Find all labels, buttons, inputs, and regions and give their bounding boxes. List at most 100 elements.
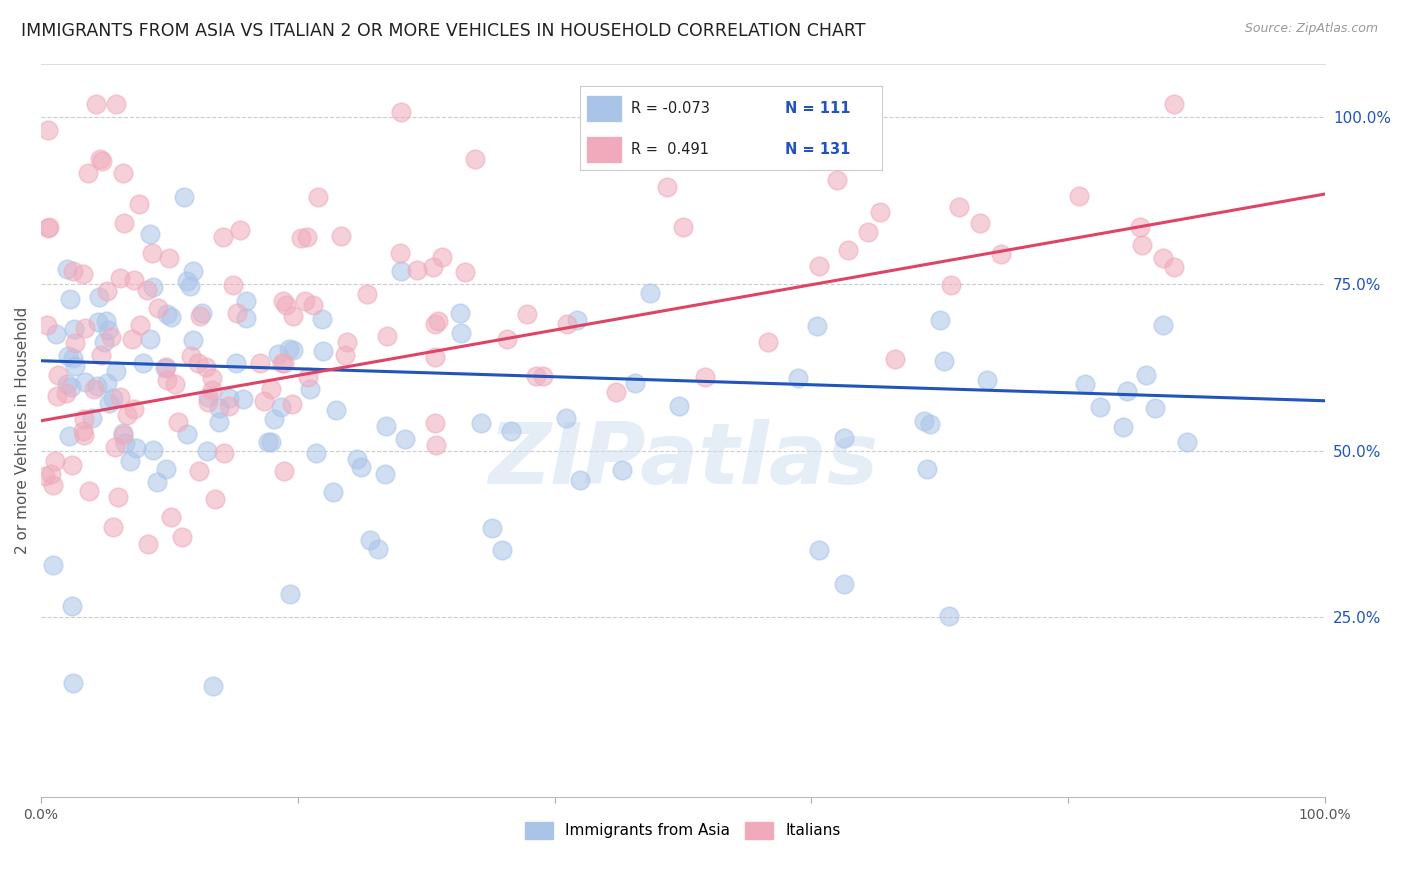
Point [297,369,319,384]
Point [1116,384,1139,399]
Point [229,222,252,236]
Point [82,410,104,425]
Point [83,382,105,396]
Point [208,401,231,415]
Point [201,370,224,384]
Point [107,491,129,505]
Point [197,395,219,409]
Point [990,247,1012,261]
Point [929,313,952,327]
Point [56,376,79,391]
Point [481,521,503,535]
Point [605,385,627,400]
Point [56,262,79,277]
Point [375,418,398,433]
Point [834,431,856,445]
Point [837,243,859,257]
Point [374,467,396,481]
Point [72,424,94,438]
Point [271,356,294,370]
Point [270,400,292,414]
Point [325,402,347,417]
Point [640,286,662,301]
Point [825,173,848,187]
Point [56,350,79,364]
Text: IMMIGRANTS FROM ASIA VS ITALIAN 2 OR MORE VEHICLES IN HOUSEHOLD CORRELATION CHAR: IMMIGRANTS FROM ASIA VS ITALIAN 2 OR MOR… [21,22,866,40]
Point [934,354,956,368]
Point [531,369,554,384]
Point [335,348,357,362]
Point [73,412,96,426]
Point [141,246,163,260]
Point [138,227,160,241]
Point [208,416,231,430]
Point [769,97,792,112]
Point [62,351,84,366]
Point [1144,401,1167,415]
Point [555,411,578,425]
Point [108,271,131,285]
Point [301,298,323,312]
Point [281,396,304,410]
Point [136,537,159,551]
Point [132,356,155,370]
Point [915,462,938,476]
Point [1163,97,1185,112]
Point [524,369,547,384]
Point [42,558,65,573]
Point [425,438,447,452]
Point [105,364,128,378]
Point [273,356,295,370]
Point [375,329,398,343]
Point [449,305,471,319]
Point [499,424,522,438]
Point [125,441,148,455]
Point [60,380,83,394]
Point [166,415,188,429]
Point [565,312,588,326]
Point [35,318,58,333]
Point [218,399,240,413]
Point [197,390,219,404]
Point [135,283,157,297]
Point [283,309,305,323]
Point [312,344,335,359]
Point [976,374,998,388]
Point [86,379,108,393]
Point [77,483,100,498]
Point [427,313,450,327]
Point [271,293,294,308]
Point [1135,368,1157,382]
Point [55,386,77,401]
Point [948,200,970,214]
Point [156,307,179,321]
Y-axis label: 2 or more Vehicles in Household: 2 or more Vehicles in Household [15,307,30,554]
Point [808,543,831,558]
Point [128,197,150,211]
Point [37,221,59,235]
Point [278,587,301,601]
Point [359,533,381,548]
Point [89,153,111,167]
Point [430,250,453,264]
Point [87,289,110,303]
Point [1067,189,1090,203]
Point [235,310,257,325]
Point [389,104,412,119]
Text: ZIPatlas: ZIPatlas [488,418,877,501]
Point [389,263,412,277]
Point [179,279,201,293]
Point [1152,318,1174,332]
Point [38,219,60,234]
Point [42,478,65,492]
Point [222,277,245,292]
Point [96,376,118,390]
Point [39,467,62,481]
Point [63,359,86,373]
Point [329,228,352,243]
Point [305,446,328,460]
Point [856,225,879,239]
Point [112,425,135,440]
Point [195,444,218,458]
Legend: Immigrants from Asia, Italians: Immigrants from Asia, Italians [519,816,846,845]
